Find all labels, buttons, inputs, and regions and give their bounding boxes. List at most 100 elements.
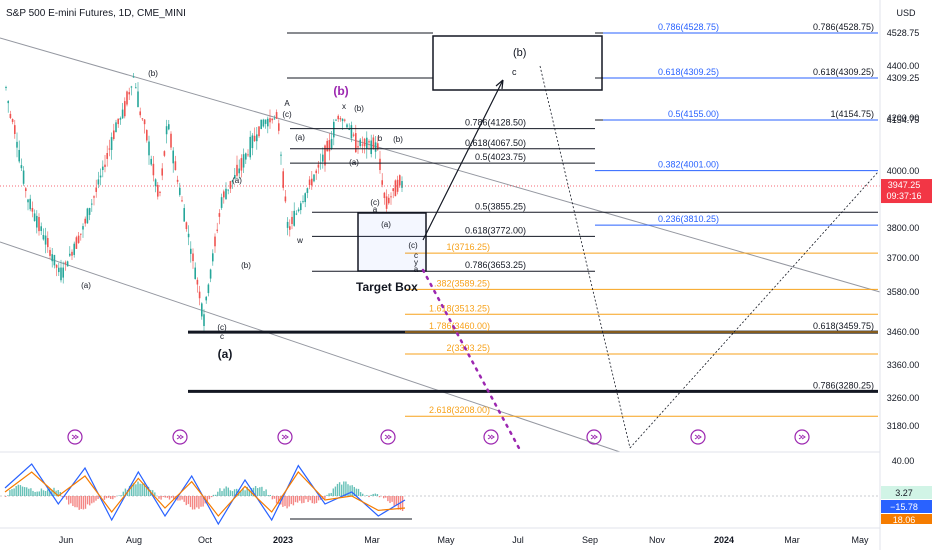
osc-histogram-bar [114,496,116,498]
candle-body [203,314,205,327]
candle-body [194,267,196,280]
target-b-box[interactable] [432,35,603,91]
wave-label: (a) [295,133,305,142]
osc-histogram-bar [397,496,400,510]
osc-histogram-bar [275,496,278,504]
osc-histogram-bar [70,496,72,504]
candle-body [124,101,126,117]
osc-histogram-bar [187,496,190,505]
osc-histogram-bar [227,487,229,496]
osc-histogram-bar [5,496,7,497]
candle-body [47,238,49,248]
osc-histogram-bar [141,483,143,496]
candle-body [383,192,386,199]
osc-histogram-bar [68,496,70,505]
candle-body [374,142,377,152]
osc-histogram-bar [181,496,183,500]
candle-body [7,101,9,104]
event-marker-icon[interactable] [277,429,293,445]
event-marker-icon[interactable] [690,429,706,445]
candle-body [157,184,159,197]
osc-histogram-bar [189,496,192,508]
fib-level-label: 0.786(4128.50) [465,118,526,128]
candle-body [253,135,256,142]
osc-histogram-bar [336,483,339,496]
wave-label: a [373,205,378,214]
osc-histogram-bar [162,496,164,498]
osc-line-orange [4,471,406,517]
candle-body [247,154,249,156]
osc-histogram-bar [173,496,175,500]
event-marker-arrow-icon [176,434,184,440]
candle-body [280,154,282,156]
candle-body [390,196,392,198]
osc-histogram-bar [391,496,393,502]
target-box[interactable] [357,212,427,272]
osc-histogram-bar [210,496,213,498]
osc-histogram-bar [78,496,80,510]
osc-histogram-bar [263,490,265,496]
osc-histogram-bar [366,495,368,496]
osc-histogram-bar [196,496,198,508]
osc-histogram-bar [80,496,82,509]
price-axis-tick: 4000.00 [887,166,920,176]
candle-body [190,248,192,254]
candle-body [212,253,214,262]
candle-body [66,261,69,267]
candle-body [11,119,14,122]
candle-body [9,113,12,119]
wave-label: (b) [393,135,403,144]
candle-body [209,269,212,279]
event-marker-icon[interactable] [794,429,810,445]
candle-body [14,125,16,134]
osc-histogram-bar [179,496,181,501]
candle-body [99,175,102,178]
candle-body [64,262,67,264]
event-marker-icon[interactable] [586,429,602,445]
osc-histogram-bar [359,492,362,496]
osc-histogram-bar [328,493,330,496]
event-marker-icon[interactable] [172,429,188,445]
candle-body [196,279,199,285]
candle-body [172,150,174,164]
osc-histogram-bar [370,494,372,496]
candle-body [306,188,309,194]
osc-histogram-bar [143,483,145,496]
candle-body [269,118,271,123]
price-axis-tick: 3360.00 [887,360,920,370]
event-marker-icon[interactable] [483,429,499,445]
candle-body [29,198,31,210]
osc-histogram-bar [324,496,326,499]
osc-histogram-bar [89,496,91,506]
osc-line-blue [4,463,406,526]
event-marker-icon[interactable] [67,429,83,445]
osc-histogram-bar [170,496,173,498]
candle-body [225,188,227,200]
candle-body [33,213,36,222]
candle-body [249,136,251,158]
candle-body [267,118,269,127]
osc-histogram-bar [261,486,263,496]
candle-body [121,109,124,119]
osc-histogram-bar [374,493,376,496]
candle-body [22,170,25,184]
chart-title: S&P 500 E-mini Futures, 1D, CME_MINI [6,8,186,19]
candle-body [372,137,375,149]
candle-body [130,86,133,88]
candle-body [49,250,51,256]
candle-body [282,171,284,188]
candle-body [361,144,364,146]
osc-histogram-bar [72,496,74,506]
event-marker-icon[interactable] [380,429,396,445]
osc-histogram-bar [215,494,217,496]
osc-histogram-bar [294,496,297,503]
osc-histogram-bar [154,492,156,496]
osc-histogram-bar [21,486,24,496]
osc-histogram-bar [313,496,316,504]
fib-blue-label: 0.786(4528.75) [658,22,719,32]
osc-histogram-bar [311,496,313,504]
osc-histogram-bar [351,485,353,496]
osc-histogram-bar [74,496,76,508]
candle-body [359,139,361,147]
